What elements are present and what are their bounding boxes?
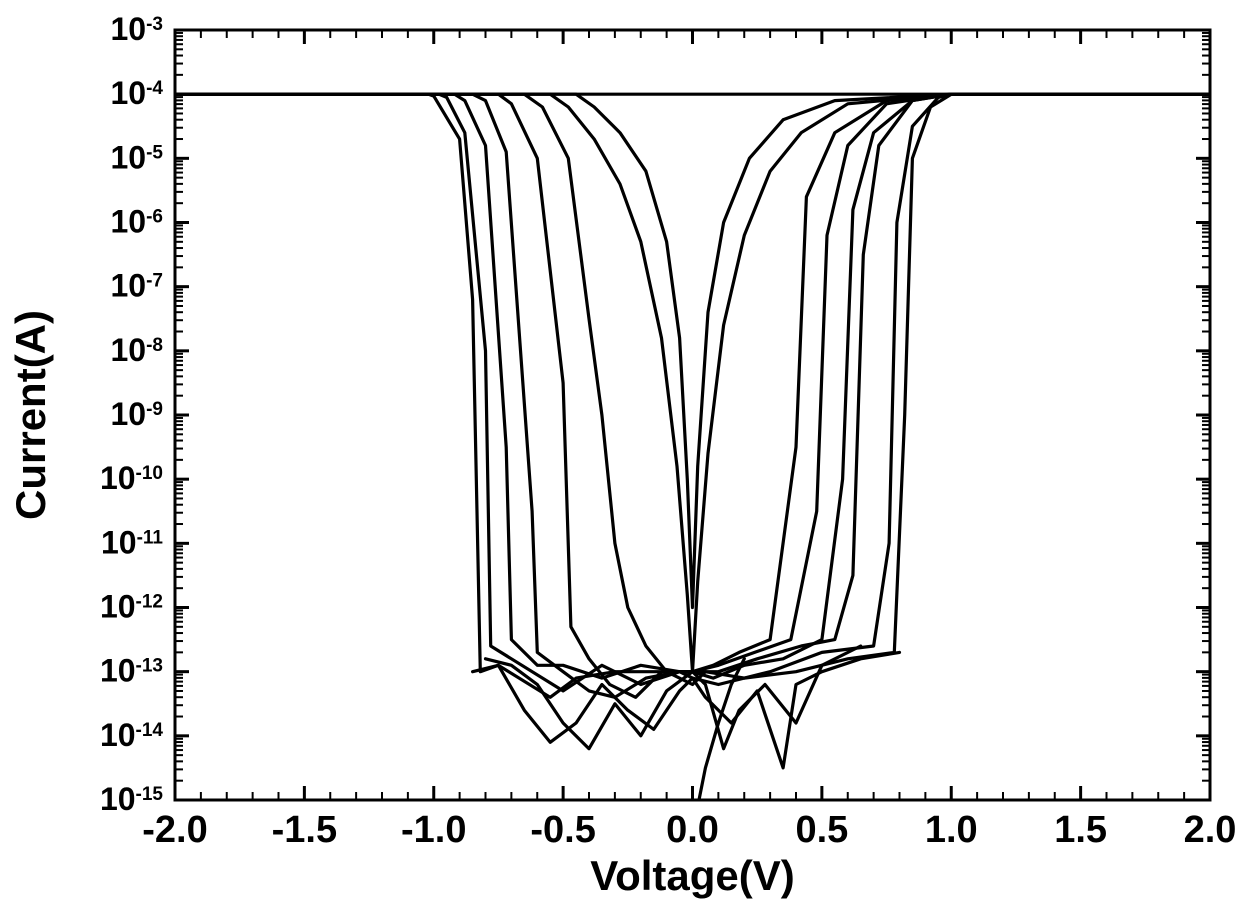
- x-tick-label: -2.0: [142, 809, 207, 851]
- x-tick-label: 0.0: [666, 809, 719, 851]
- x-tick-label: -1.0: [401, 809, 466, 851]
- iv-chart: -2.0-1.5-1.0-0.50.00.51.01.52.010-1510-1…: [0, 0, 1240, 920]
- x-tick-label: 1.0: [925, 809, 978, 851]
- x-tick-label: -1.5: [272, 809, 337, 851]
- x-tick-label: 0.5: [795, 809, 848, 851]
- x-tick-label: 1.5: [1054, 809, 1107, 851]
- x-tick-label: 2.0: [1184, 809, 1237, 851]
- x-axis-label: Voltage(V): [590, 852, 795, 899]
- y-axis-label: Current(A): [7, 310, 54, 520]
- chart-svg: -2.0-1.5-1.0-0.50.00.51.01.52.010-1510-1…: [0, 0, 1240, 920]
- x-tick-label: -0.5: [530, 809, 595, 851]
